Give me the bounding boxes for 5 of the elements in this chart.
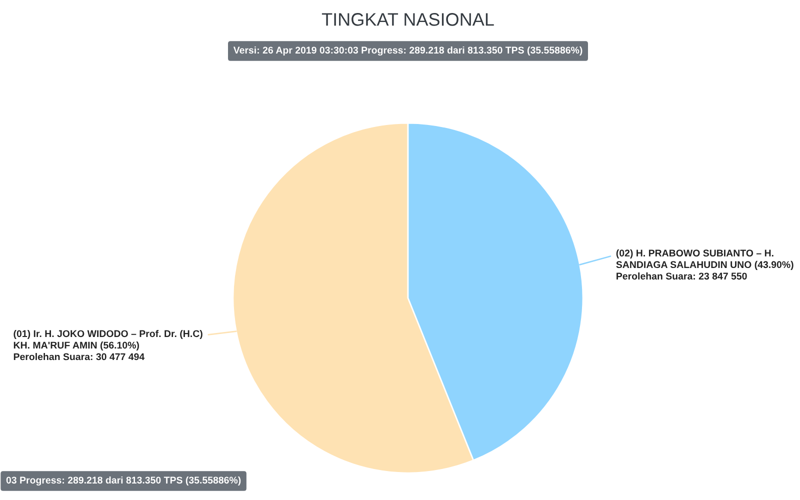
text: 03 Progress: 289.218 dari 813.350 TPS (35.55886%): [6, 476, 241, 486]
slice-label: (02) H. PRABOWO SUBIANTO – H. SANDIAGA SALAHUDIN UNO (43.90%) Perolehan Suara: 23 847 550: [616, 249, 794, 280]
slice-label: (01) Ir. H. JOKO WIDODO – Prof. Dr. (H.C) KH. MA'RUF AMIN (56.10%) Perolehan Suara: 30 477 494: [14, 330, 202, 360]
chart-title: TINGKAT NASIONAL: [322, 13, 494, 26]
chart-subtitle: Versi: 26 Apr 2019 03:30:03 Progress: 289.218 dari 813.350 TPS (35.55886%): [233, 46, 582, 56]
